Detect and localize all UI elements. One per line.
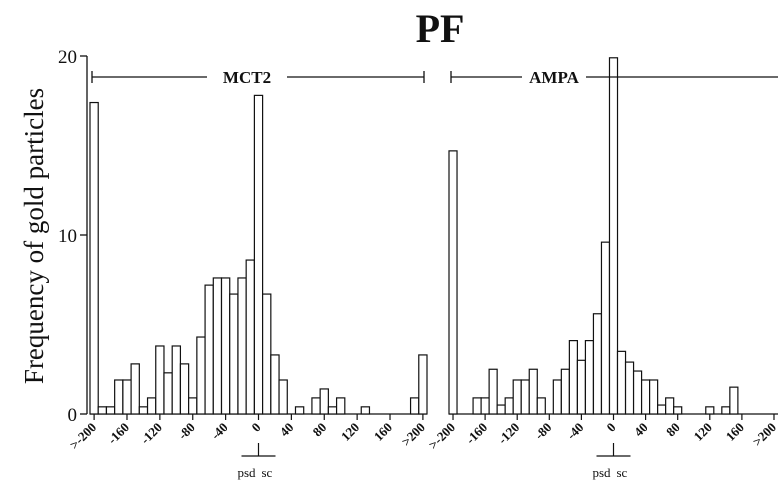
histogram-bar bbox=[122, 379, 132, 415]
histogram-bar bbox=[229, 293, 239, 415]
histogram-bar bbox=[512, 379, 522, 415]
x-tick-label: 80 bbox=[663, 420, 683, 440]
histogram-bar bbox=[163, 372, 173, 415]
histogram-bar bbox=[632, 370, 643, 415]
x-tick-label: -120 bbox=[495, 420, 522, 447]
histogram-bar bbox=[270, 354, 280, 415]
histogram-bar bbox=[480, 397, 490, 415]
histogram-bar bbox=[560, 368, 570, 415]
histogram-bar bbox=[262, 293, 272, 415]
histogram-bar bbox=[616, 350, 627, 415]
x-tick-label: 40 bbox=[277, 420, 297, 440]
histogram-bar bbox=[721, 406, 731, 415]
histogram-bar bbox=[360, 406, 371, 415]
y-axis-label: Frequency of gold particles bbox=[19, 88, 49, 384]
psd-label: psd bbox=[592, 465, 611, 480]
histogram-bar bbox=[327, 406, 338, 415]
histogram-bar bbox=[196, 336, 206, 415]
x-tick-label: 80 bbox=[310, 420, 330, 440]
panel-1: >-200 -160 -120 -80 -40 0 40 80 120 160 >200 AMPA ps… bbox=[425, 57, 778, 480]
histogram-bar bbox=[552, 379, 562, 415]
histogram-bar bbox=[576, 359, 587, 415]
histogram-bar bbox=[640, 379, 651, 415]
sc-label: sc bbox=[617, 465, 628, 480]
x-tick-label: 0 bbox=[248, 420, 263, 435]
histogram-bar bbox=[146, 397, 157, 415]
histogram-bar bbox=[472, 397, 482, 415]
histogram-bar bbox=[212, 277, 223, 415]
histogram-bar bbox=[600, 241, 611, 415]
histogram-bar bbox=[418, 354, 428, 415]
x-tick-label: 120 bbox=[691, 420, 715, 444]
y-tick-label: 20 bbox=[58, 47, 77, 68]
y-tick-label: 0 bbox=[68, 405, 78, 426]
y-tick-label: 10 bbox=[58, 226, 77, 247]
histogram-bar bbox=[673, 406, 683, 415]
psd-label: psd bbox=[237, 465, 256, 480]
x-tick-label: 160 bbox=[723, 420, 747, 444]
x-tick-label: 0 bbox=[603, 420, 618, 435]
histogram-bar bbox=[536, 397, 546, 415]
histogram-bar bbox=[488, 368, 498, 415]
histogram-bar bbox=[520, 379, 530, 415]
histogram-bar bbox=[649, 379, 659, 415]
histogram-bar bbox=[568, 340, 578, 415]
histogram-bar bbox=[624, 361, 635, 415]
histogram-bar bbox=[335, 397, 346, 415]
x-tick-label: -40 bbox=[208, 420, 231, 443]
sc-label: sc bbox=[262, 465, 273, 480]
histogram-bar bbox=[204, 284, 214, 415]
x-tick-label: 160 bbox=[371, 420, 395, 444]
histogram-bar bbox=[89, 101, 99, 415]
histogram-bar bbox=[592, 313, 603, 415]
histogram-bar bbox=[448, 150, 458, 415]
histogram-bar bbox=[105, 406, 116, 415]
x-tick-label: -80 bbox=[532, 420, 555, 443]
histogram-bar bbox=[608, 57, 619, 415]
histogram-bar bbox=[705, 406, 715, 415]
x-tick-label: -80 bbox=[175, 420, 198, 443]
histogram-bar bbox=[665, 397, 675, 415]
x-tick-label: >200 bbox=[398, 420, 428, 450]
x-tick-label: -120 bbox=[138, 420, 165, 447]
histogram-bar bbox=[188, 397, 198, 415]
histogram-bar bbox=[496, 404, 506, 415]
histogram-bar bbox=[294, 406, 305, 415]
histogram-bar bbox=[278, 379, 288, 415]
x-tick-label: -160 bbox=[105, 420, 132, 447]
histogram-bar bbox=[584, 340, 595, 415]
histogram-bar bbox=[729, 386, 739, 415]
chart-title: PF bbox=[416, 6, 465, 51]
histogram-bar bbox=[97, 406, 108, 415]
histogram-bar bbox=[220, 277, 231, 415]
x-tick-label: -160 bbox=[463, 420, 490, 447]
histogram-bar bbox=[311, 397, 321, 415]
x-tick-label: -40 bbox=[564, 420, 587, 443]
histogram-bar bbox=[114, 379, 124, 415]
panel-label: AMPA bbox=[529, 68, 579, 87]
x-tick-label: >-200 bbox=[425, 420, 458, 453]
histogram-bar bbox=[130, 363, 140, 415]
histogram-bar bbox=[253, 94, 264, 415]
histogram-bar bbox=[179, 363, 190, 415]
x-tick-label: 120 bbox=[338, 420, 362, 444]
histogram-bar bbox=[657, 404, 667, 415]
histogram-bar bbox=[319, 388, 329, 415]
histogram-bar bbox=[138, 406, 149, 415]
panel-label: MCT2 bbox=[223, 68, 271, 87]
histogram-bar bbox=[245, 259, 255, 415]
x-tick-label: 40 bbox=[631, 420, 651, 440]
histogram-bar bbox=[155, 345, 165, 415]
histogram-bar bbox=[528, 368, 538, 415]
x-tick-label: >200 bbox=[749, 420, 778, 450]
histogram-bar bbox=[409, 397, 420, 415]
histogram-bar bbox=[171, 345, 182, 415]
histogram-bar bbox=[504, 397, 514, 415]
histogram-bar bbox=[237, 277, 247, 415]
